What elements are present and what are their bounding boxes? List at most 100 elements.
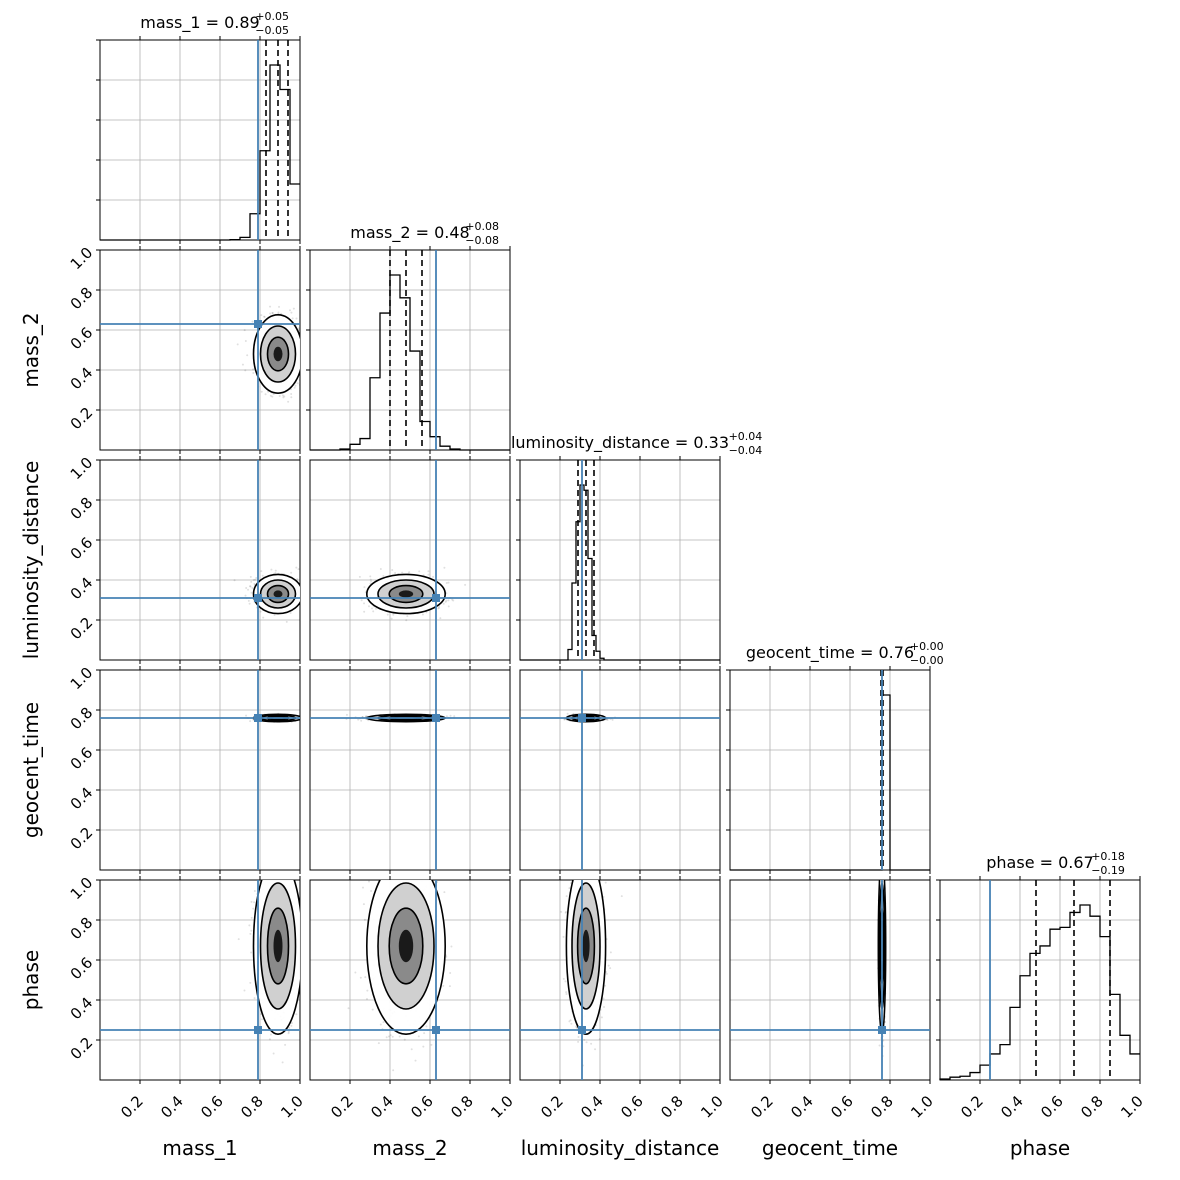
scatter-panel-mass_1-vs-mass_2-contour-1: [259, 325, 297, 383]
sample-point: [249, 720, 252, 723]
scatter-panel-mass_1-vs-geocent_time-content: [100, 670, 300, 870]
sample-point: [252, 368, 255, 371]
scatter-panel-mass_2-vs-luminosity_distance: [309, 456, 511, 664]
scatter-panel-mass_1-vs-luminosity_distance: [96, 456, 301, 664]
hist-panel-mass_1-grid: [100, 40, 300, 240]
scatter-panel-mass_1-vs-geocent_time-truth-marker: [254, 714, 262, 722]
sample-point: [269, 305, 272, 308]
sample-point: [421, 613, 424, 616]
sample-point: [260, 570, 263, 573]
scatter-panel-mass_1-vs-luminosity_distance-content: [100, 460, 300, 660]
sample-point: [453, 715, 456, 718]
scatter-panel-mass_2-vs-geocent_time-frame: [309, 669, 511, 871]
scatter-panel-luminosity_distance-vs-geocent_time-grid: [520, 670, 720, 870]
scatter-panel-mass_1-vs-geocent_time-frame: [99, 669, 301, 871]
hist-panel-geocent_time-grid: [730, 670, 930, 870]
sample-point: [295, 566, 298, 569]
scatter-panel-mass_2-vs-luminosity_distance-frame: [309, 459, 511, 661]
scatter-panel-mass_2-vs-geocent_time-content: [310, 670, 510, 870]
sample-point: [251, 587, 254, 590]
sample-point: [447, 605, 450, 608]
sample-point: [442, 602, 445, 605]
sample-point: [249, 585, 252, 588]
sample-point: [406, 615, 409, 618]
scatter-panel-mass_1-vs-geocent_time: [96, 666, 301, 874]
sample-point: [243, 329, 246, 332]
sample-point: [291, 317, 294, 320]
sample-point: [295, 317, 298, 320]
sample-point: [439, 617, 442, 620]
histogram-geocent_time: [730, 694, 930, 871]
sample-point: [244, 339, 247, 342]
histogram-mass_2: [310, 274, 510, 451]
sample-point: [236, 343, 239, 346]
hist-panel-phase: phase = 0.67+0.18−0.19: [936, 850, 1141, 1084]
sample-point: [267, 390, 270, 393]
hist-panel-geocent_time-frame: [729, 669, 931, 871]
sample-point: [297, 327, 300, 330]
sample-point: [425, 611, 428, 614]
scatter-panel-mass_1-vs-mass_2: [96, 246, 301, 454]
sample-point: [264, 393, 267, 396]
title-text-mass_2: mass_2 = 0.48: [350, 223, 469, 243]
scatter-panel-mass_2-vs-geocent_time-truth-marker: [432, 714, 440, 722]
sample-point: [297, 568, 300, 571]
sample-point: [245, 586, 248, 589]
sample-point: [252, 578, 255, 581]
sample-point: [394, 571, 397, 574]
sample-point: [386, 613, 389, 616]
sample-point: [445, 715, 448, 718]
sample-point: [287, 400, 290, 403]
hist-panel-geocent_time: geocent_time = 0.76+0.00−0.00: [726, 640, 944, 874]
title-geocent_time: geocent_time = 0.76: [746, 643, 914, 663]
scatter-panel-mass_2-vs-luminosity_distance-content: [310, 460, 510, 660]
scatter-panel-luminosity_distance-vs-geocent_time: [519, 666, 721, 874]
sample-point: [447, 581, 450, 584]
sample-point: [290, 392, 293, 395]
sample-point: [418, 570, 421, 573]
scatter-panel-mass_1-vs-luminosity_distance-contour-2: [266, 584, 290, 604]
sample-point: [263, 315, 266, 318]
sample-point: [390, 617, 393, 620]
sample-point: [408, 571, 411, 574]
sample-point: [252, 372, 255, 375]
sample-point: [289, 612, 292, 615]
sample-point: [249, 585, 252, 588]
sample-point: [282, 396, 285, 399]
sample-point: [250, 580, 253, 583]
title-plus-mass_1: +0.05: [255, 10, 289, 23]
sample-point: [272, 393, 275, 396]
sample-point: [251, 320, 254, 323]
title-plus-mass_2: +0.08: [465, 220, 499, 233]
sample-point: [401, 571, 404, 574]
sample-point: [432, 575, 435, 578]
title-text-luminosity_distance: luminosity_distance = 0.33: [511, 433, 729, 453]
sample-point: [427, 570, 430, 573]
sample-point: [285, 620, 288, 623]
sample-point: [244, 369, 247, 372]
sample-point: [273, 614, 276, 617]
scatter-panel-mass_2-vs-geocent_time: [309, 666, 511, 874]
sample-point: [358, 575, 361, 578]
title-plus-luminosity_distance: +0.04: [729, 430, 763, 443]
scatter-panel-mass_2-vs-luminosity_distance-truth-marker: [432, 594, 440, 602]
sample-point: [427, 573, 430, 576]
sample-point: [254, 578, 257, 581]
sample-point: [452, 599, 455, 602]
sample-point: [246, 354, 249, 357]
sample-point: [277, 311, 280, 314]
sample-point: [360, 599, 363, 602]
scatter-panel-mass_1-vs-mass_2-contour-0: [252, 314, 300, 394]
hist-panel-mass_2: mass_2 = 0.48+0.08−0.08: [306, 220, 511, 454]
sample-point: [248, 602, 251, 605]
sample-point: [360, 719, 363, 722]
sample-point: [445, 582, 448, 585]
sample-point: [363, 586, 366, 589]
sample-point: [464, 583, 467, 586]
sample-point: [379, 568, 382, 571]
sample-point: [281, 394, 284, 397]
sample-point: [247, 599, 250, 602]
sample-point: [437, 607, 440, 610]
sample-point: [365, 715, 368, 718]
